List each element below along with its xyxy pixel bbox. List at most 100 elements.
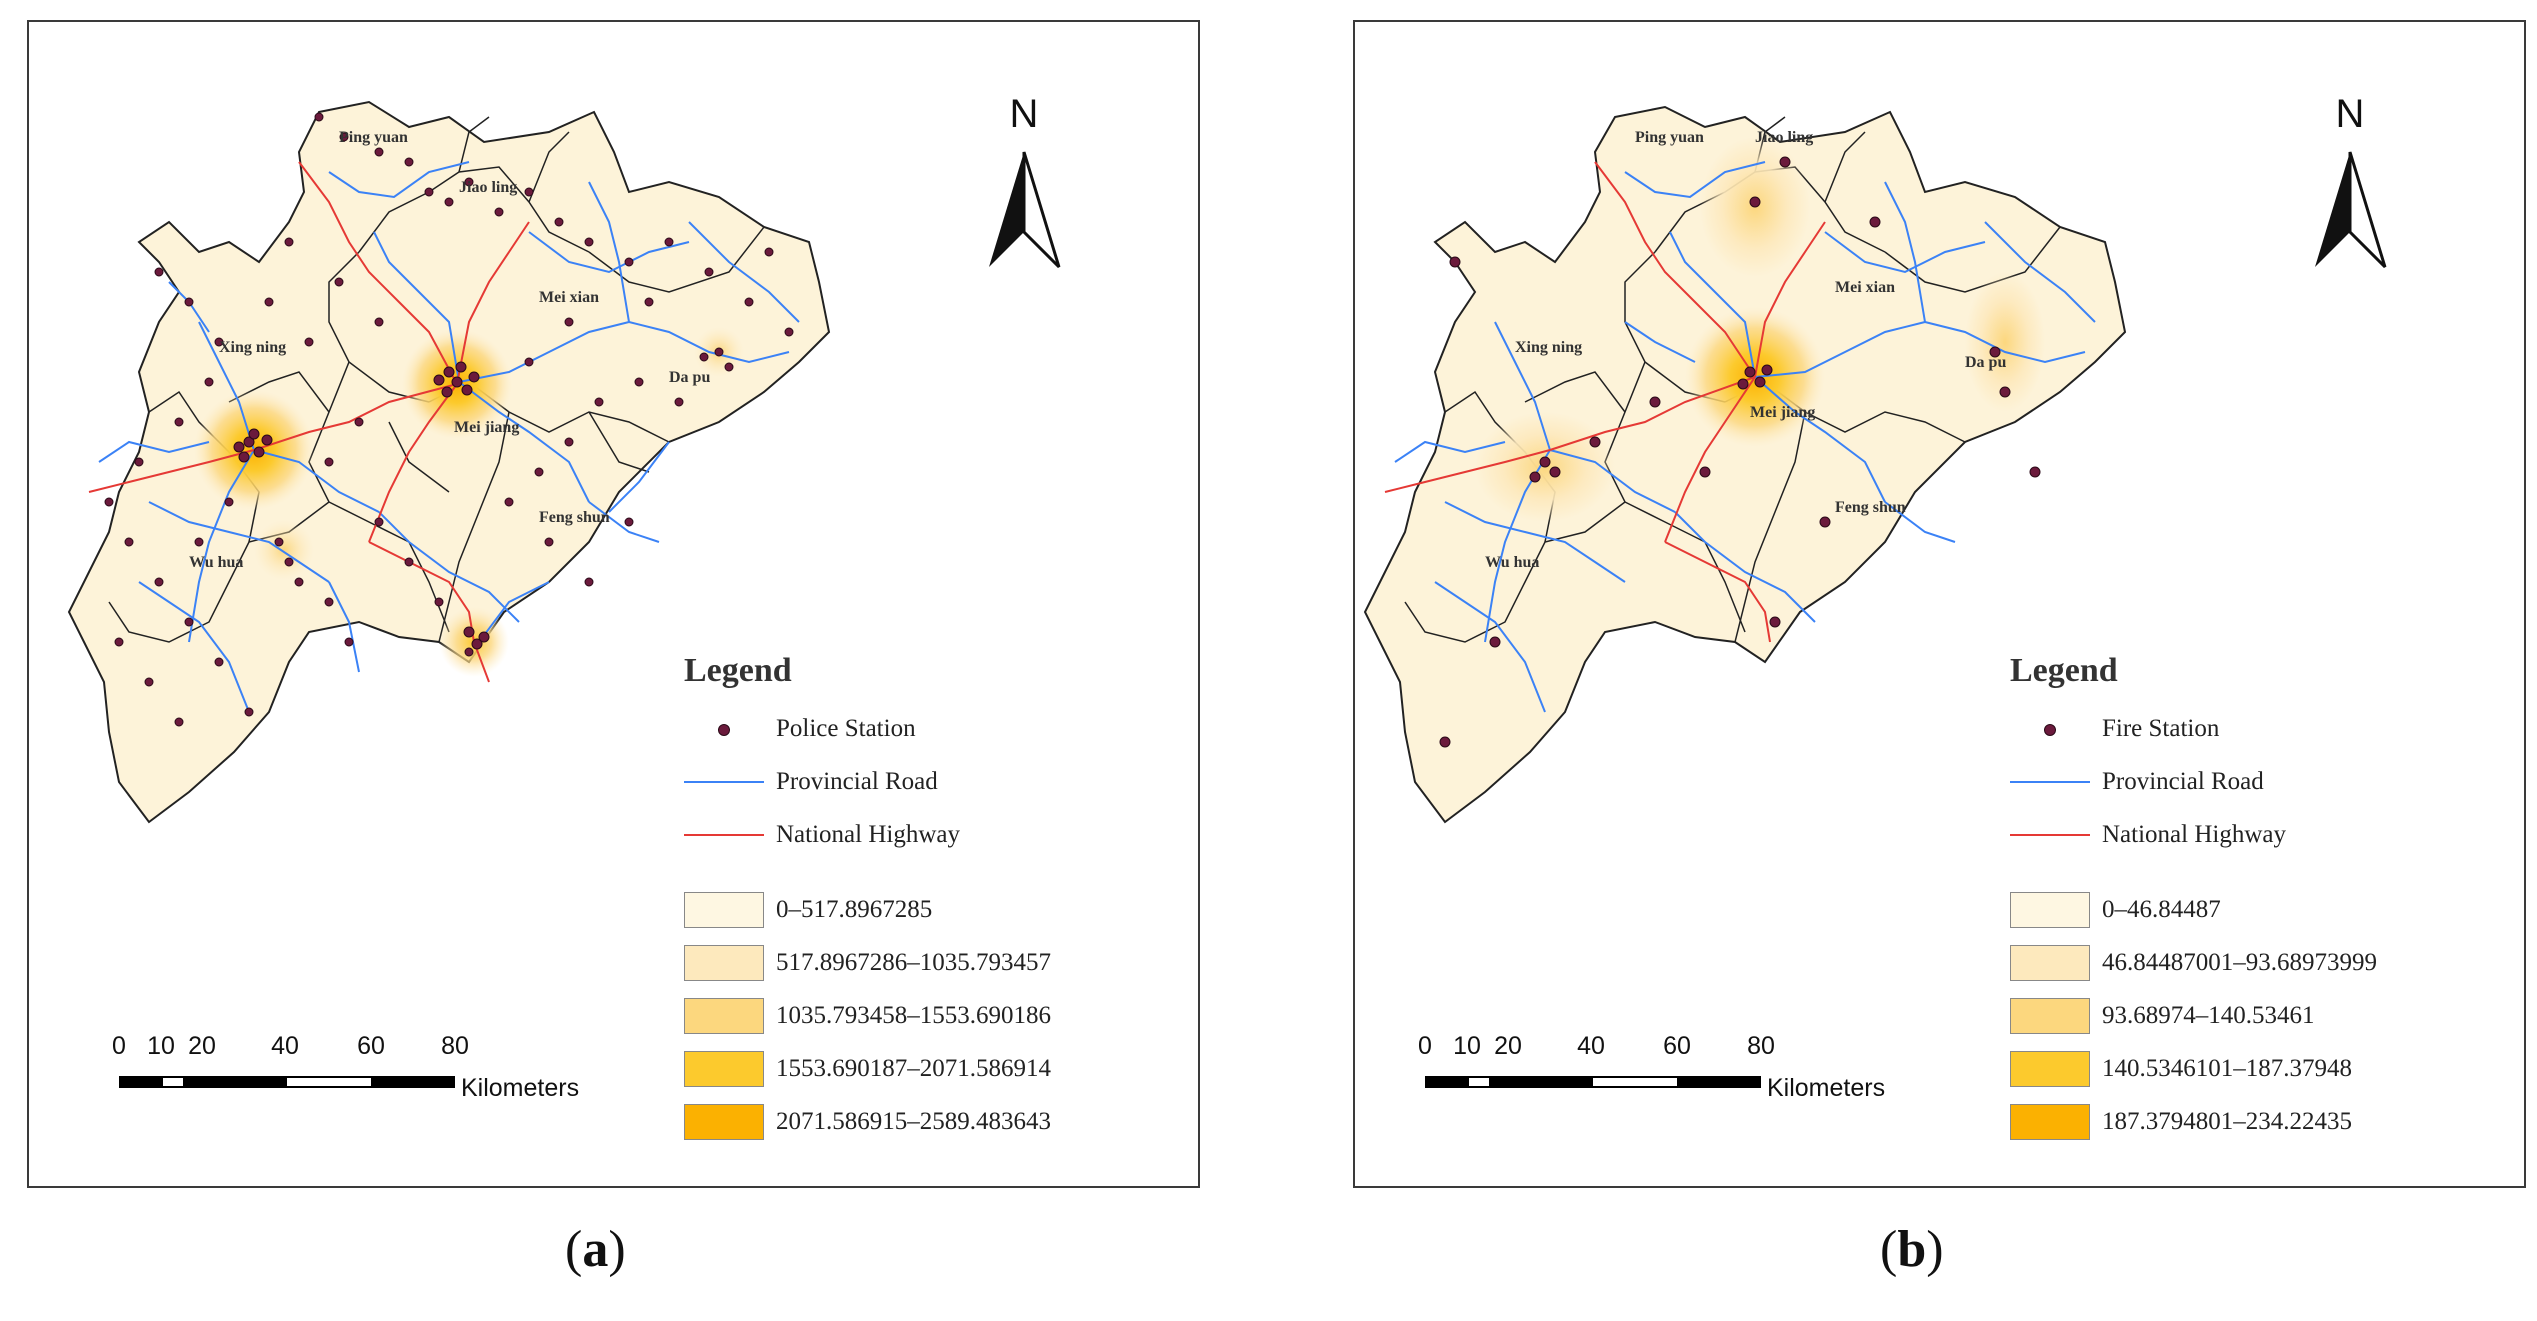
- region-outline: [1363, 105, 2127, 824]
- provincial-roads: [1394, 161, 2096, 713]
- legend-row-class: 2071.586915–2589.483643: [684, 1095, 1164, 1148]
- class-swatch: [2010, 890, 2090, 930]
- fire-stations: [1439, 156, 2041, 748]
- class-swatch: [2010, 996, 2090, 1036]
- legend-title: Legend: [684, 652, 792, 689]
- caption-letter: a: [582, 1221, 609, 1278]
- scale-tick: 20: [188, 1032, 216, 1060]
- class-swatch: [684, 1049, 764, 1089]
- legend-row-station: Police Station: [684, 702, 1164, 755]
- legend-label: 517.8967286–1035.793457: [776, 948, 1051, 976]
- north-label: N: [1009, 92, 1039, 136]
- scale-tick: 10: [1453, 1032, 1481, 1060]
- legend-label: National Highway: [776, 820, 960, 848]
- scale-tick: 0: [1418, 1032, 1432, 1060]
- station-symbol-icon: [684, 709, 764, 749]
- station-symbol-icon: [2010, 709, 2090, 749]
- place-label: Wu hua: [189, 554, 243, 571]
- legend-label: 140.5346101–187.37948: [2102, 1054, 2352, 1082]
- place-label: Feng shun: [1835, 499, 1906, 516]
- legend-row-provincial-road: Provincial Road: [684, 755, 1164, 808]
- place-label: Mei jiang: [1750, 404, 1815, 421]
- place-label: Da pu: [669, 369, 710, 386]
- scale-tick: 80: [1747, 1032, 1775, 1060]
- place-label: Mei xian: [539, 289, 599, 306]
- place-label: Wu hua: [1485, 554, 1539, 571]
- legend-row-class: 187.3794801–234.22435: [2010, 1095, 2490, 1148]
- class-swatch: [684, 996, 764, 1036]
- scale-tick: 40: [1577, 1032, 1605, 1060]
- legend-label: Fire Station: [2102, 714, 2220, 742]
- class-swatch: [684, 1102, 764, 1142]
- scale-bar-graphic: [1425, 1076, 1761, 1088]
- legend-row-class: 1553.690187–2071.586914: [684, 1042, 1164, 1095]
- legend-row-class: 0–46.84487: [2010, 883, 2490, 936]
- national-highway-symbol-icon: [2010, 815, 2090, 855]
- scale-tick: 10: [147, 1032, 175, 1060]
- north-arrow-icon: N: [979, 92, 1069, 292]
- hotspot-wuhua: [254, 520, 314, 580]
- legend-label: 0–517.8967285: [776, 895, 933, 923]
- police-stations: [104, 112, 794, 727]
- place-label: Xing ning: [1515, 339, 1582, 356]
- legend-label: 1553.690187–2071.586914: [776, 1054, 1051, 1082]
- legend-row-provincial-road: Provincial Road: [2010, 755, 2490, 808]
- place-label: Mei xian: [1835, 279, 1895, 296]
- map-panel-b: Ping yuan Jiao ling Mei xian Xing ning D…: [1353, 20, 2526, 1188]
- scale-tick: 0: [112, 1032, 126, 1060]
- national-highway-symbol-icon: [684, 815, 764, 855]
- legend-b: Legend Fire Station Provincial Road Nati…: [2010, 652, 2490, 1148]
- legend-label: Provincial Road: [2102, 767, 2264, 795]
- provincial-road-symbol-icon: [684, 762, 764, 802]
- legend-label: 2071.586915–2589.483643: [776, 1107, 1051, 1135]
- class-swatch: [2010, 1049, 2090, 1089]
- legend-label: Provincial Road: [776, 767, 938, 795]
- north-arrow-shape: [989, 151, 1061, 269]
- national-highways: [1384, 161, 1826, 643]
- caption-letter: b: [1897, 1221, 1927, 1278]
- place-label: Da pu: [1965, 354, 2006, 371]
- legend-row-class: 0–517.8967285: [684, 883, 1164, 936]
- legend-label: 93.68974–140.53461: [2102, 1001, 2315, 1029]
- north-arrow-icon: N: [2305, 92, 2395, 292]
- scale-bar-graphic: [119, 1076, 455, 1088]
- map-panel-a: Ping yuan Jiao ling Mei xian Xing ning D…: [27, 20, 1200, 1188]
- legend-label: 1035.793458–1553.690186: [776, 1001, 1051, 1029]
- hotspot-dapu: [1965, 272, 2045, 412]
- place-labels: Ping yuan Jiao ling Mei xian Xing ning D…: [1485, 129, 2006, 571]
- legend-label: 187.3794801–234.22435: [2102, 1107, 2352, 1135]
- scale-tick: 20: [1494, 1032, 1522, 1060]
- scale-tick: 40: [271, 1032, 299, 1060]
- legend-row-class: 93.68974–140.53461: [2010, 989, 2490, 1042]
- legend-label: National Highway: [2102, 820, 2286, 848]
- place-label: Jiao ling: [1755, 129, 1813, 146]
- north-label: N: [2335, 92, 2365, 136]
- place-label: Mei jiang: [454, 419, 519, 436]
- legend-row-class: 517.8967286–1035.793457: [684, 936, 1164, 989]
- class-swatch: [2010, 1102, 2090, 1142]
- legend-row-national-highway: National Highway: [2010, 808, 2490, 861]
- place-label: Xing ning: [219, 339, 286, 356]
- legend-label: Police Station: [776, 714, 916, 742]
- place-label: Ping yuan: [1635, 129, 1704, 146]
- scale-bar-a: 0 10 20 40 60 80 Kilometers: [109, 1032, 629, 1112]
- place-labels: Ping yuan Jiao ling Mei xian Xing ning D…: [189, 129, 710, 571]
- legend-row-class: 1035.793458–1553.690186: [684, 989, 1164, 1042]
- legend-title: Legend: [2010, 652, 2118, 689]
- legend-label: 46.84487001–93.68973999: [2102, 948, 2377, 976]
- map-canvas-b: Ping yuan Jiao ling Mei xian Xing ning D…: [1363, 105, 2127, 824]
- legend-a: Legend Police Station Provincial Road Na…: [684, 652, 1164, 1148]
- map-canvas-a: Ping yuan Jiao ling Mei xian Xing ning D…: [67, 100, 831, 824]
- place-label: Feng shun: [539, 509, 610, 526]
- region-outline: [67, 100, 831, 824]
- provincial-roads: [98, 161, 800, 713]
- legend-row-class: 140.5346101–187.37948: [2010, 1042, 2490, 1095]
- class-swatch: [2010, 943, 2090, 983]
- scale-bar-b: 0 10 20 40 60 80 Kilometers: [1415, 1032, 1935, 1112]
- scale-unit: Kilometers: [461, 1074, 580, 1102]
- place-label: Jiao ling: [459, 179, 517, 196]
- caption-b: (b): [1880, 1221, 1944, 1278]
- caption-a: (a): [565, 1221, 626, 1278]
- scale-tick: 80: [441, 1032, 469, 1060]
- legend-row-national-highway: National Highway: [684, 808, 1164, 861]
